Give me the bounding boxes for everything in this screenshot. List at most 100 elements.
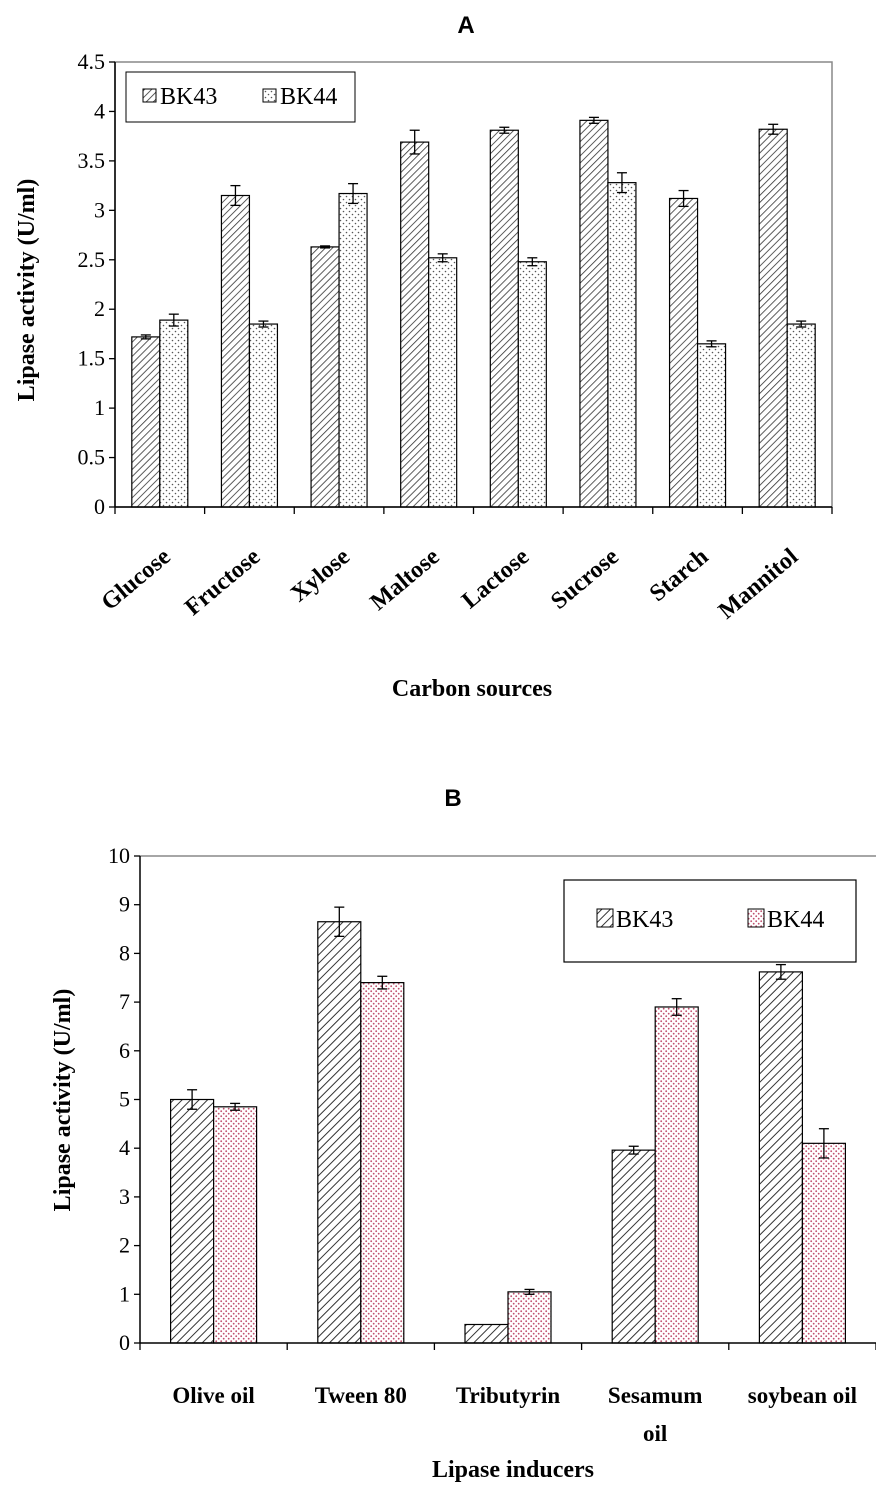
chart-b-legend-label-bk44: BK44 xyxy=(767,907,824,933)
chart-a-bar-bk43 xyxy=(400,141,430,508)
chart-a-category-label: Starch xyxy=(645,544,713,607)
chart-a-title: A xyxy=(457,12,474,39)
chart-b-error-bar-bk44 xyxy=(818,1128,829,1159)
chart-a-error-bar-bk43 xyxy=(320,245,331,249)
chart-b-x-axis-title: Lipase inducers xyxy=(432,1457,594,1483)
chart-a-x-axis-title: Carbon sources xyxy=(392,676,552,702)
chart-a-bar-bk44 xyxy=(607,182,637,508)
chart-b-y-tick-label: 8 xyxy=(119,940,130,965)
chart-b-y-tick-label: 7 xyxy=(119,989,130,1014)
chart-b-bar-bk44 xyxy=(654,1006,699,1344)
chart-b-bar-bk44 xyxy=(507,1291,552,1344)
chart-b-category-label: Olive oil xyxy=(172,1383,254,1408)
chart-a-error-bar-bk44 xyxy=(348,182,359,205)
chart-b-error-bar-bk43 xyxy=(187,1089,198,1110)
chart-a-bar-bk43 xyxy=(489,129,519,508)
chart-b-y-tick-label: 10 xyxy=(108,843,130,868)
chart-a-error-bar-bk44 xyxy=(616,172,627,194)
chart-b-error-bar-bk44 xyxy=(377,975,388,990)
chart-b-bar-bk43 xyxy=(758,971,804,1344)
chart-a-y-tick-label: 2 xyxy=(94,296,105,321)
chart-a-bar-bk43 xyxy=(131,336,161,508)
chart-a-bar-bk44 xyxy=(428,257,458,508)
chart-a-legend-swatch-bk43 xyxy=(142,88,157,103)
chart-b-bar-bk43 xyxy=(170,1098,215,1344)
chart-a-y-tick-label: 3 xyxy=(94,197,105,222)
chart-a-y-tick-label: 2.5 xyxy=(78,247,106,272)
chart-b-category-label: Tween 80 xyxy=(315,1383,407,1408)
chart-a-error-bar-bk43 xyxy=(409,129,420,155)
chart-b-error-bar-bk43 xyxy=(775,963,786,980)
chart-b-bar-bk44 xyxy=(213,1106,258,1344)
chart-a-error-bar-bk43 xyxy=(678,189,689,208)
chart-b-y-tick-label: 2 xyxy=(119,1233,130,1258)
chart-a-legend-label-bk44: BK44 xyxy=(280,84,337,110)
chart-b-error-bar-bk43 xyxy=(628,1145,639,1155)
chart-a: A 0 0.5 1 1.5 2 2.5 3 3.5 4 4.5 Glucose Fructose Xy… xyxy=(14,12,833,702)
chart-a-error-bar-bk44 xyxy=(168,313,179,327)
chart-b-legend-swatch-bk43 xyxy=(596,908,614,928)
chart-a-error-bar-bk43 xyxy=(588,116,599,124)
chart-b-bar-bk43 xyxy=(317,921,362,1344)
chart-a-bar-bk44 xyxy=(786,323,816,508)
chart-a-y-tick-label: 0 xyxy=(94,494,105,519)
chart-a-bar-bk44 xyxy=(159,319,189,508)
chart-b-category-label: soybean oil xyxy=(748,1383,857,1408)
chart-a-y-tick-label: 1 xyxy=(94,395,105,420)
chart-b-y-tick-label: 9 xyxy=(119,892,130,917)
chart-a-bar-bk43 xyxy=(579,119,609,508)
chart-b-y-tick-label: 6 xyxy=(119,1038,130,1063)
chart-b-error-bar-bk44 xyxy=(230,1102,241,1111)
chart-a-legend-swatch-bk44 xyxy=(262,88,277,103)
chart-a-y-tick-label: 4 xyxy=(94,98,105,123)
chart-b-error-bar-bk44 xyxy=(524,1288,535,1295)
chart-a-y-tick-label: 4.5 xyxy=(78,49,106,74)
chart-b-y-tick-label: 3 xyxy=(119,1184,130,1209)
chart-a-category-label: Xylose xyxy=(286,543,355,607)
chart-b-y-tick-label: 5 xyxy=(119,1087,130,1112)
chart-a-bar-bk43 xyxy=(668,197,699,508)
chart-a-error-bar-bk43 xyxy=(140,334,151,340)
chart-b-bar-bk44 xyxy=(360,982,405,1344)
chart-a-legend: BK43 BK44 xyxy=(125,71,356,123)
chart-b-y-axis-title: Lipase activity (U/ml) xyxy=(50,989,76,1212)
chart-b-title: B xyxy=(444,785,461,812)
chart-a-error-bar-bk44 xyxy=(527,257,538,267)
chart-a-error-bar-bk43 xyxy=(499,126,510,134)
chart-a-y-tick-label: 3.5 xyxy=(78,148,106,173)
chart-b-y-tick-label: 1 xyxy=(119,1281,130,1306)
chart-b-legend-label-bk43: BK43 xyxy=(616,907,673,933)
chart-a-error-bar-bk44 xyxy=(258,320,269,328)
chart-b-y-tick-label: 4 xyxy=(119,1135,130,1160)
chart-b: B 0 1 2 3 4 5 6 7 8 9 10 Olive oil Tween 80 Tributyr… xyxy=(50,785,876,1483)
chart-b-error-bar-bk44 xyxy=(671,998,682,1016)
chart-a-category-label: Glucose xyxy=(97,543,176,615)
chart-a-category-label: Mannitol xyxy=(714,543,803,624)
chart-a-category-label: Maltose xyxy=(366,543,445,615)
chart-b-bar-bk43 xyxy=(611,1149,656,1344)
chart-a-bar-bk44 xyxy=(696,343,727,508)
chart-a-bar-bk44 xyxy=(338,192,368,508)
chart-a-error-bar-bk43 xyxy=(230,184,241,207)
chart-a-bar-bk43 xyxy=(220,194,251,508)
chart-a-error-bar-bk44 xyxy=(437,253,448,263)
chart-b-bar-bk43 xyxy=(464,1323,509,1344)
chart-a-bar-bk44 xyxy=(248,323,279,508)
chart-a-y-tick-label: 0.5 xyxy=(78,445,106,470)
chart-b-legend: BK43 BK44 xyxy=(563,879,857,963)
chart-a-error-bar-bk44 xyxy=(796,320,807,328)
chart-a-category-label: Fructose xyxy=(180,543,265,621)
chart-b-legend-swatch-bk44 xyxy=(747,908,765,928)
chart-a-category-label: Sucrose xyxy=(546,543,624,614)
chart-a-bar-bk43 xyxy=(310,246,340,508)
chart-b-category-label: Tributyrin xyxy=(456,1383,561,1408)
chart-b-error-bar-bk43 xyxy=(334,906,345,938)
chart-a-bar-bk44 xyxy=(517,261,547,508)
chart-a-y-axis-title: Lipase activity (U/ml) xyxy=(14,179,40,402)
chart-a-bar-bk43 xyxy=(758,128,788,508)
chart-b-y-tick-label: 0 xyxy=(119,1330,130,1355)
chart-a-error-bar-bk43 xyxy=(768,123,779,135)
chart-a-legend-box xyxy=(125,71,356,123)
chart-a-legend-label-bk43: BK43 xyxy=(160,84,217,110)
